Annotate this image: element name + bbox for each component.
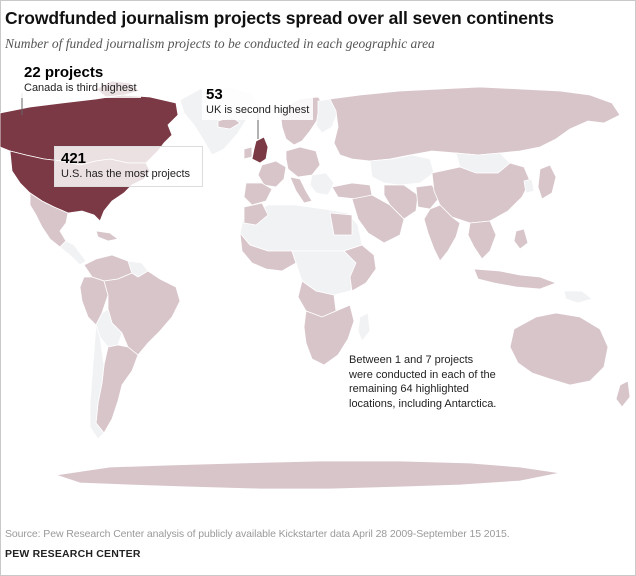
- region-iran: [383, 184, 419, 220]
- region-antarctica: [55, 460, 561, 490]
- region-southern-africa: [303, 304, 355, 366]
- callout-canada-text: Canada is third highest: [24, 81, 137, 94]
- callout-canada: 22 projects Canada is third highest: [20, 62, 141, 98]
- region-morocco: [243, 202, 269, 226]
- source-note: Source: Pew Research Center analysis of …: [5, 528, 510, 540]
- region-russia: [329, 86, 621, 162]
- region-west-africa: [239, 231, 297, 272]
- callout-us-value: 421: [61, 150, 87, 167]
- region-central-america: [59, 240, 87, 266]
- chart-subtitle: Number of funded journalism projects to …: [5, 36, 435, 51]
- region-ireland: [243, 146, 253, 160]
- region-east-africa: [343, 244, 377, 292]
- region-central-europe: [285, 146, 321, 178]
- region-india: [423, 204, 461, 262]
- region-madagascar: [357, 312, 371, 342]
- callout-us: 421 U.S. has the most projects: [54, 146, 203, 187]
- region-caribbean: [95, 230, 119, 242]
- region-indonesia: [473, 268, 558, 290]
- region-png: [563, 290, 593, 304]
- region-japan: [537, 164, 557, 200]
- brand-logo-text: PEW RESEARCH CENTER: [5, 548, 141, 560]
- region-balkans: [309, 172, 335, 196]
- callout-uk-value: 53: [206, 86, 223, 103]
- region-iberia: [243, 182, 273, 206]
- region-chile: [89, 324, 105, 440]
- region-korea: [523, 178, 535, 194]
- region-new-zealand: [615, 380, 631, 408]
- callout-uk: 53 UK is second highest: [202, 84, 314, 120]
- world-map: [0, 80, 631, 490]
- region-australia: [509, 312, 609, 386]
- region-se-asia: [467, 220, 497, 260]
- chart-title: Crowdfunded journalism projects spread o…: [5, 8, 554, 28]
- region-italy: [289, 176, 313, 204]
- callout-us-text: U.S. has the most projects: [61, 167, 190, 180]
- region-central-asia: [369, 154, 435, 186]
- region-philippines: [513, 228, 529, 250]
- region-uk: [251, 136, 269, 164]
- region-middle-east: [351, 194, 405, 244]
- antarctica-note: Between 1 and 7 projects were conducted …: [349, 353, 499, 412]
- callout-canada-value: 22 projects: [24, 64, 104, 81]
- region-france: [257, 160, 287, 188]
- callout-uk-text: UK is second highest: [206, 103, 310, 116]
- region-egypt: [329, 212, 353, 236]
